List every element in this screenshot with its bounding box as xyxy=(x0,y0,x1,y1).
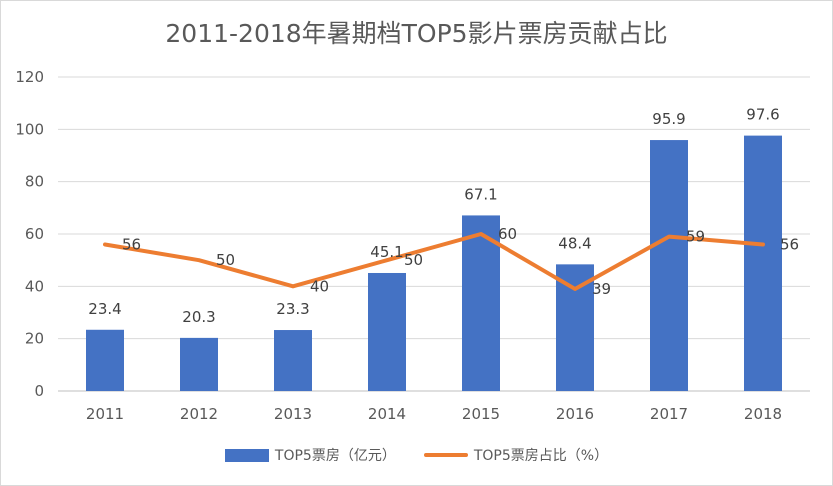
bar xyxy=(274,330,312,391)
line-value-label: 56 xyxy=(122,235,141,253)
y-tick-label: 120 xyxy=(15,68,44,86)
x-axis-ticks: 2011 2012 2013 2014 2015 2016 2017 2018 xyxy=(86,405,782,423)
line-series xyxy=(103,232,765,291)
y-axis-ticks: 0 20 40 60 80 100 120 xyxy=(15,68,44,400)
bar xyxy=(180,337,218,391)
line-value-label: 40 xyxy=(310,277,329,295)
line-series-path xyxy=(103,232,765,291)
legend-label-line: TOP5票房占比（%） xyxy=(473,448,609,464)
bar xyxy=(650,140,688,391)
chart-plot: 0 20 40 60 80 100 120 23.4 20.3 23.3 45.1 67.1 48.4… xyxy=(15,68,810,423)
x-tick-label: 2015 xyxy=(462,405,500,423)
bar-value-label: 23.4 xyxy=(88,300,121,318)
bar-value-label: 67.1 xyxy=(464,185,497,203)
legend-item-bar: TOP5票房（亿元） xyxy=(224,445,396,465)
x-tick-label: 2014 xyxy=(368,405,406,423)
bar xyxy=(462,215,500,391)
bar xyxy=(556,264,594,391)
bar-value-label: 20.3 xyxy=(182,308,215,326)
bar-value-label: 45.1 xyxy=(370,243,403,261)
x-tick-label: 2012 xyxy=(180,405,218,423)
legend: TOP5票房（亿元） TOP5票房占比（%） xyxy=(0,445,833,465)
y-tick-label: 0 xyxy=(34,382,44,400)
y-tick-label: 20 xyxy=(25,330,44,348)
line-value-label: 50 xyxy=(404,251,423,269)
chart-title: 2011-2018年暑期档TOP5影片票房贡献占比 xyxy=(165,19,668,48)
x-tick-label: 2016 xyxy=(556,405,594,423)
legend-item-line: TOP5票房占比（%） xyxy=(423,445,609,465)
line-value-label: 60 xyxy=(498,225,517,243)
legend-label-bar: TOP5票房（亿元） xyxy=(274,448,396,464)
bar xyxy=(744,135,782,391)
line-value-label: 56 xyxy=(780,235,799,253)
x-tick-label: 2011 xyxy=(86,405,124,423)
data-labels: 23.4 20.3 23.3 45.1 67.1 48.4 95.9 97.6 56 50 40 50… xyxy=(88,106,799,326)
bar-value-label: 48.4 xyxy=(558,234,591,252)
bar xyxy=(368,272,406,391)
y-tick-label: 60 xyxy=(25,225,44,243)
legend-swatch-bar xyxy=(224,448,269,462)
bar-series xyxy=(86,135,782,391)
x-tick-label: 2017 xyxy=(650,405,688,423)
x-tick-label: 2018 xyxy=(744,405,782,423)
bar-value-label: 95.9 xyxy=(652,110,685,128)
line-value-label: 59 xyxy=(686,228,705,246)
x-tick-label: 2013 xyxy=(274,405,312,423)
line-value-label: 39 xyxy=(592,280,611,298)
legend-swatch-line xyxy=(423,453,468,457)
y-tick-label: 40 xyxy=(25,277,44,295)
bar-value-label: 97.6 xyxy=(746,106,779,124)
bar-value-label: 23.3 xyxy=(276,300,309,318)
y-tick-label: 80 xyxy=(25,173,44,191)
y-tick-label: 100 xyxy=(15,120,44,138)
bar xyxy=(86,329,124,391)
line-value-label: 50 xyxy=(216,251,235,269)
